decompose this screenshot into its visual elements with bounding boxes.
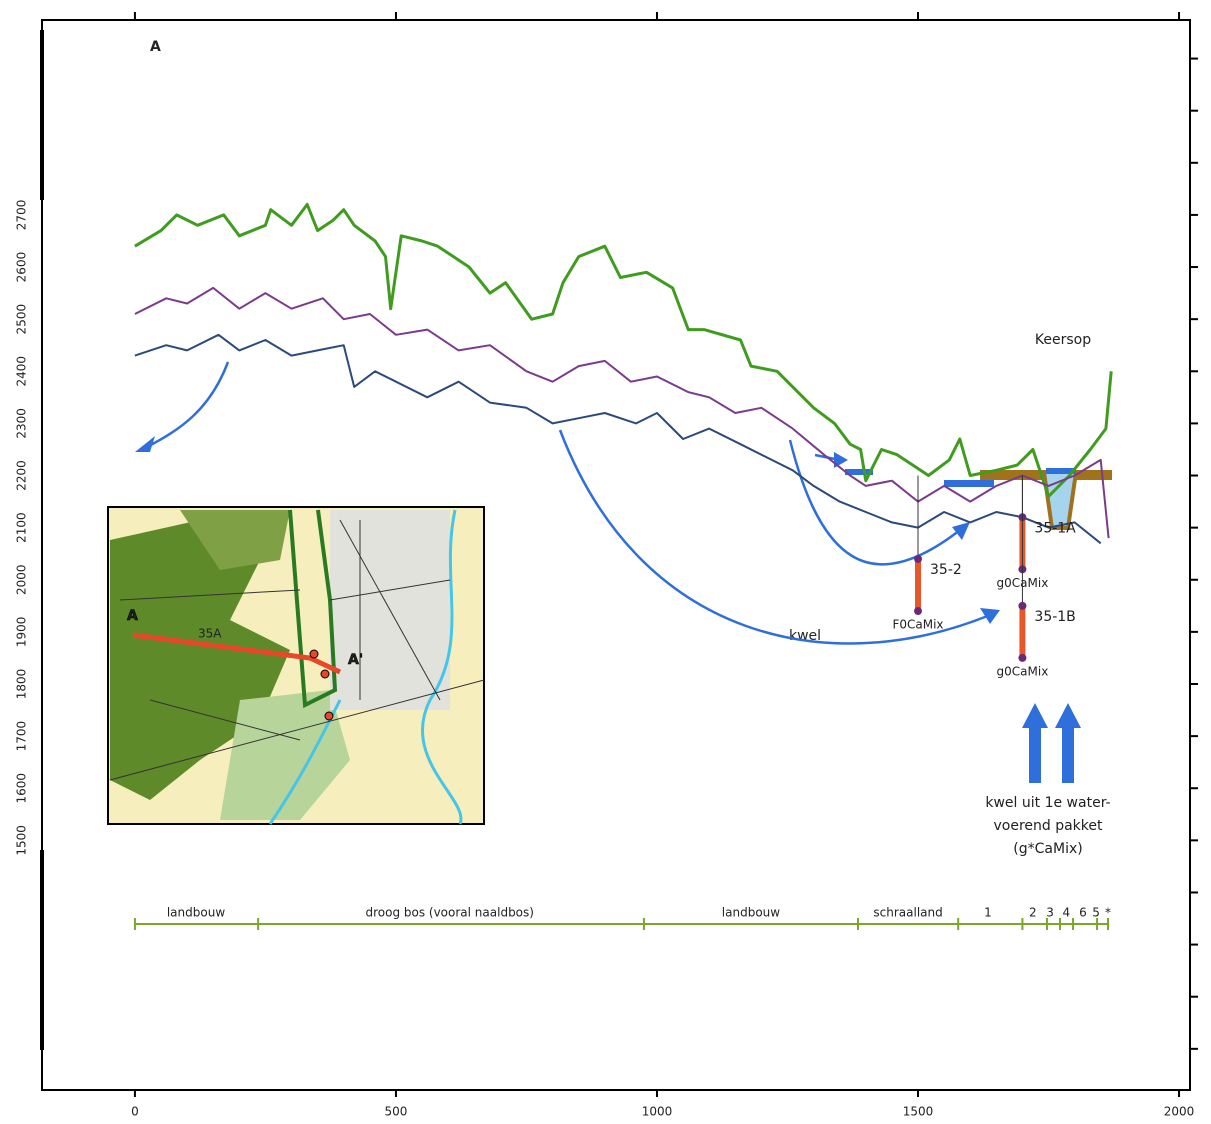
map-point bbox=[325, 712, 333, 720]
y-tick-label: 2500 bbox=[15, 304, 29, 335]
y-tick-label: 1500 bbox=[15, 825, 29, 856]
flow-arrow bbox=[145, 362, 228, 448]
well-top bbox=[1018, 602, 1026, 610]
landuse-label: 2 bbox=[1029, 906, 1037, 920]
stream-marker bbox=[944, 480, 994, 487]
y-tick-label: 1900 bbox=[15, 617, 29, 648]
well-label: 35-2 bbox=[930, 562, 962, 578]
x-tick-label: 1000 bbox=[642, 1105, 673, 1119]
y-tick-label: 2100 bbox=[15, 512, 29, 543]
y-tick-label: 2300 bbox=[15, 408, 29, 439]
well-formation: F0CaMix bbox=[892, 618, 943, 632]
upwelling-arrow bbox=[1022, 703, 1048, 728]
arrow-head bbox=[135, 436, 155, 452]
map-inset: A A' 35A bbox=[108, 507, 484, 824]
landuse-label: 4 bbox=[1062, 906, 1070, 920]
y-tick-label: 2700 bbox=[15, 200, 29, 231]
well-top bbox=[914, 555, 922, 563]
chart-title: A bbox=[150, 39, 161, 55]
map-label: A bbox=[127, 608, 138, 624]
map-point bbox=[310, 650, 318, 658]
upwelling-arrow bbox=[1055, 703, 1081, 728]
upwelling-arrow bbox=[1062, 725, 1074, 783]
landuse-label: 1 bbox=[984, 906, 992, 920]
arrow-head bbox=[980, 608, 1000, 624]
landuse-label: 6 bbox=[1079, 906, 1087, 920]
y-tick-label: 1700 bbox=[15, 721, 29, 752]
landuse-label: landbouw bbox=[167, 906, 225, 920]
y-tick-label: 2200 bbox=[15, 460, 29, 491]
x-tick-label: 1500 bbox=[903, 1105, 934, 1119]
y-tick-label: 2600 bbox=[15, 252, 29, 283]
upwelling-label: (g*CaMix) bbox=[1013, 841, 1082, 857]
x-tick-label: 500 bbox=[385, 1105, 408, 1119]
well-screen bbox=[915, 559, 921, 611]
map-label: 35A bbox=[198, 627, 222, 641]
y-tick-label: 1800 bbox=[15, 669, 29, 700]
landuse-label: * bbox=[1105, 906, 1111, 920]
landuse-label: 3 bbox=[1046, 906, 1054, 920]
chart: A Keersop kwel kwel uit 1e water- voeren… bbox=[0, 0, 1211, 1124]
well-label: 35-1A bbox=[1034, 520, 1076, 536]
x-tick-label: 2000 bbox=[1164, 1105, 1195, 1119]
map-point bbox=[321, 670, 329, 678]
well-screen bbox=[1019, 606, 1025, 658]
flow-arrow bbox=[790, 440, 960, 564]
arrow-head bbox=[952, 522, 970, 540]
well-label: 35-1B bbox=[1034, 609, 1075, 625]
well-bottom bbox=[1018, 654, 1026, 662]
well-bottom bbox=[914, 607, 922, 615]
well-formation: g0CaMix bbox=[997, 664, 1049, 678]
y-tick-label: 2400 bbox=[15, 356, 29, 387]
upwelling-label: kwel uit 1e water- bbox=[985, 795, 1110, 811]
y-tick-label: 2000 bbox=[15, 564, 29, 595]
landuse-label: 5 bbox=[1092, 906, 1100, 920]
map-label: A' bbox=[348, 652, 363, 668]
place-label: Keersop bbox=[1035, 332, 1091, 348]
series-line bbox=[135, 288, 1109, 538]
upwelling-arrow bbox=[1029, 725, 1041, 783]
y-tick-label: 1600 bbox=[15, 773, 29, 804]
landuse-label: landbouw bbox=[722, 906, 780, 920]
x-tick-label: 0 bbox=[131, 1105, 139, 1119]
landuse-label: schraalland bbox=[873, 906, 942, 920]
landuse-label: droog bos (vooral naaldbos) bbox=[365, 906, 534, 920]
upwelling-label: voerend pakket bbox=[993, 818, 1103, 834]
